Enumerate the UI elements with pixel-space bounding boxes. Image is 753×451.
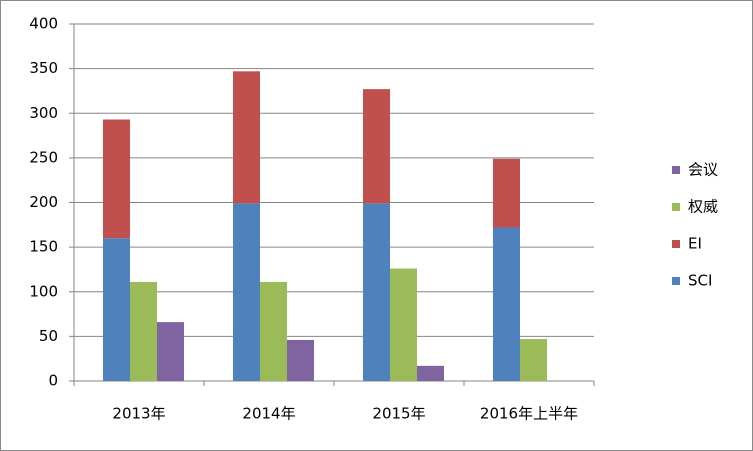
legend-swatch	[672, 203, 680, 211]
bar	[103, 238, 130, 381]
y-tick-label: 400	[29, 15, 58, 33]
legend-label: EI	[688, 235, 702, 253]
y-tick-label: 0	[48, 372, 58, 390]
x-tick-label: 2014年	[242, 405, 295, 423]
bar	[157, 322, 184, 381]
bar	[103, 119, 130, 239]
bar	[363, 203, 390, 381]
y-tick-label: 300	[29, 104, 58, 122]
bar	[287, 339, 314, 381]
y-tick-label: 100	[29, 282, 58, 300]
bar	[260, 281, 287, 381]
bar	[417, 365, 444, 381]
legend-swatch	[672, 277, 680, 285]
legend-swatch	[672, 240, 680, 248]
y-tick-label: 150	[29, 238, 58, 256]
y-tick-label: 250	[29, 148, 58, 166]
y-tick-label: 50	[39, 327, 58, 345]
x-tick-label: 2013年	[112, 405, 165, 423]
y-tick-label: 200	[29, 193, 58, 211]
bar	[233, 71, 260, 204]
legend-label: 权威	[688, 198, 718, 216]
bar	[520, 339, 547, 381]
x-tick-label: 2015年	[372, 405, 425, 423]
bar	[390, 268, 417, 381]
legend-swatch	[672, 166, 680, 174]
bar	[233, 203, 260, 381]
y-tick-label: 350	[29, 59, 58, 77]
bar	[363, 89, 390, 204]
legend-label: 会议	[688, 161, 718, 179]
bar	[130, 281, 157, 381]
bar	[493, 227, 520, 381]
bar	[493, 158, 520, 228]
legend-label: SCI	[688, 272, 712, 290]
x-tick-label: 2016年上半年	[480, 405, 578, 423]
